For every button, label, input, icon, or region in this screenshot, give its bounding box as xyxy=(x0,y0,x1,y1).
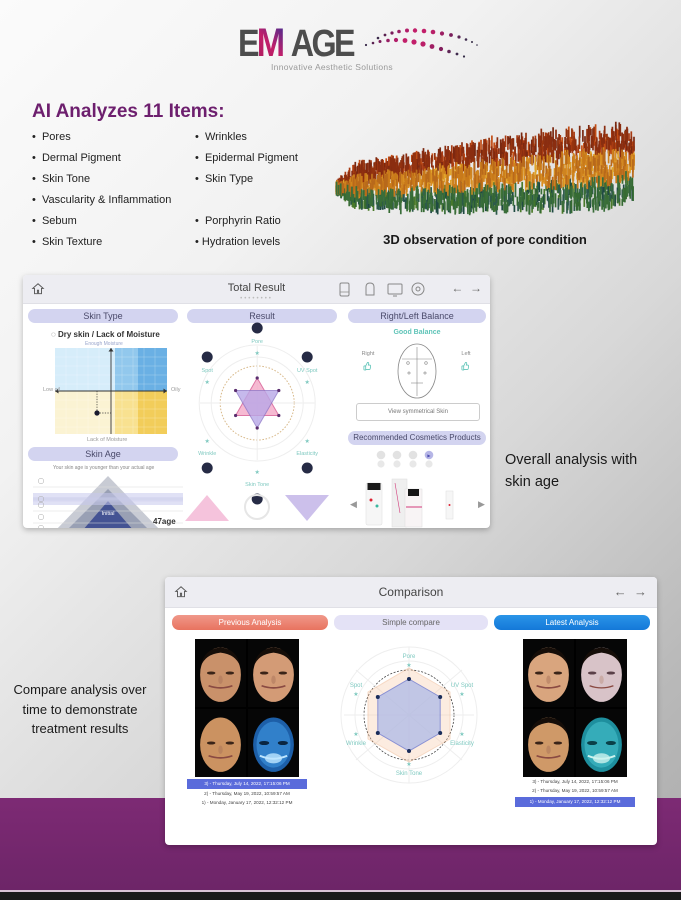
svg-text:★: ★ xyxy=(205,379,210,386)
svg-text:Innovative Aesthetic Solutions: Innovative Aesthetic Solutions xyxy=(271,62,393,72)
svg-text:AGE: AGE xyxy=(291,23,355,65)
svg-text:Pore: Pore xyxy=(403,654,416,660)
svg-text:◀: ◀ xyxy=(350,499,357,509)
svg-text:★: ★ xyxy=(255,469,260,476)
svg-text:★: ★ xyxy=(406,662,411,669)
svg-text:▶: ▶ xyxy=(478,499,485,509)
svg-text:★: ★ xyxy=(459,691,464,698)
svg-text:★: ★ xyxy=(406,761,411,768)
svg-text:★: ★ xyxy=(459,731,464,738)
svg-text:UV Spot: UV Spot xyxy=(451,683,474,689)
svg-text:★: ★ xyxy=(255,350,260,357)
svg-text:Pore: Pore xyxy=(251,339,263,345)
svg-text:Skin Tone: Skin Tone xyxy=(245,482,269,488)
svg-text:★: ★ xyxy=(353,731,358,738)
svg-text:Right: Right xyxy=(362,351,375,357)
svg-text:Spot: Spot xyxy=(202,368,214,374)
svg-text:Skin Tone: Skin Tone xyxy=(396,771,423,777)
svg-text:★: ★ xyxy=(305,379,310,386)
svg-text:UV Spot: UV Spot xyxy=(297,368,318,374)
svg-text:Left: Left xyxy=(461,351,471,357)
svg-text:Elasticity: Elasticity xyxy=(296,451,318,457)
svg-text:Wrinkle: Wrinkle xyxy=(346,741,367,747)
svg-text:★: ★ xyxy=(205,438,210,445)
svg-text:★: ★ xyxy=(353,691,358,698)
svg-text:Wrinkle: Wrinkle xyxy=(198,451,216,457)
svg-text:M: M xyxy=(257,19,284,64)
svg-text:Elasticity: Elasticity xyxy=(450,741,474,747)
svg-text:★: ★ xyxy=(305,438,310,445)
svg-text:Spot: Spot xyxy=(350,683,363,689)
